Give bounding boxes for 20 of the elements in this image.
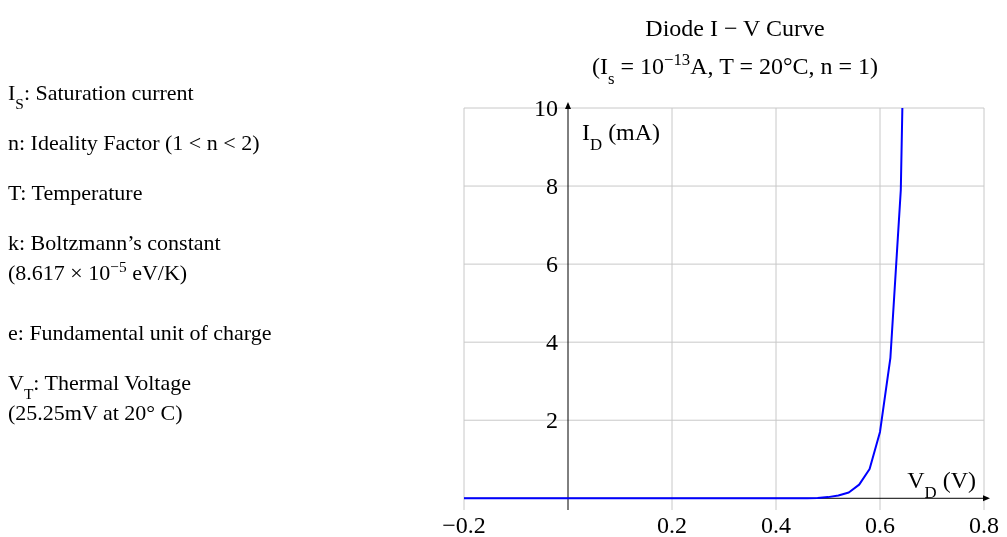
x-axis-title: V$_{D}$ (V): [907, 467, 976, 502]
x-tick-label: 0.4: [761, 512, 791, 537]
y-tick-label: 8: [546, 173, 558, 200]
text: n: Ideality Factor (1 < n < 2): [8, 130, 260, 155]
y-tick-label: 2: [546, 407, 558, 434]
x-tick-label: 0.8: [969, 512, 999, 537]
y-tick-label: 6: [546, 251, 558, 278]
text: I$_{S}$: Saturation current: [8, 80, 194, 112]
chart-title: Diode I − V Curve: [645, 15, 825, 41]
x-tick-label: −0.2: [442, 512, 486, 537]
text: k: Boltzmann’s constant (8.617 × 10$^{−5}$ eV/K): [8, 230, 221, 285]
y-tick-label: 10: [534, 95, 558, 121]
text: T: Temperature: [8, 180, 143, 205]
y-tick-label: 4: [546, 329, 558, 356]
x-tick-label: 0.2: [657, 512, 687, 537]
text: e: Fundamental unit of charge: [8, 320, 272, 345]
y-axis-title: I$_{D}$ (mA): [582, 119, 661, 154]
text: V$_{T}$: Thermal Voltage (25.25mV at 20° C): [8, 370, 191, 425]
x-tick-label: 0.6: [865, 512, 895, 537]
chart-subtitle: (I$_{s}$ = 10$^{−13}$A, T = 20°C, n = 1): [591, 49, 879, 88]
